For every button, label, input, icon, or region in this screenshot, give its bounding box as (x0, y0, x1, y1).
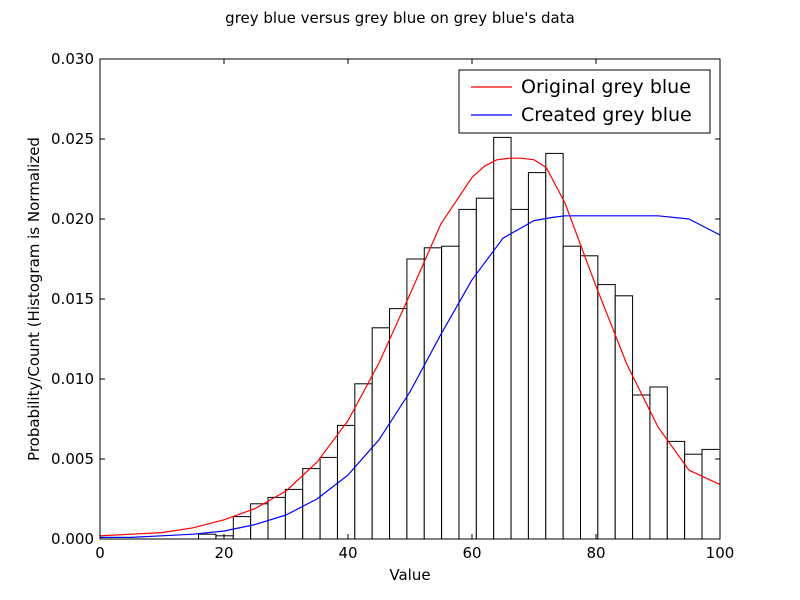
y-axis-label: Probability/Count (Histogram is Normaliz… (25, 137, 43, 461)
legend-label-original: Original grey blue (521, 76, 691, 98)
x-tick-label: 100 (706, 544, 735, 562)
x-tick-label: 60 (462, 544, 481, 562)
histogram-bar (562, 245, 582, 540)
histogram-bar (389, 308, 408, 540)
x-axis-ticks: 0 20 40 60 80 100 (95, 59, 734, 562)
x-tick-label: 80 (586, 544, 605, 562)
y-tick-label: 0.025 (51, 130, 94, 148)
histogram-bar (198, 533, 217, 540)
histogram-bar (649, 386, 668, 540)
histogram-bar (458, 208, 477, 540)
y-tick-label: 0.030 (51, 50, 94, 68)
histogram-bar (666, 440, 686, 540)
legend: Original grey blue Created grey blue (458, 69, 711, 134)
series-line-original (99, 157, 721, 537)
x-tick-label: 0 (95, 544, 105, 562)
x-axis-label: Value (389, 566, 430, 584)
y-tick-label: 0.015 (51, 290, 94, 308)
chart-title: grey blue versus grey blue on grey blue'… (225, 9, 575, 27)
y-tick-label: 0.010 (51, 370, 94, 388)
y-tick-label: 0.020 (51, 210, 94, 228)
x-tick-label: 40 (338, 544, 357, 562)
histogram-bar (319, 456, 338, 540)
series-lines (99, 157, 721, 539)
histogram-bar (701, 448, 721, 540)
histogram-bar (632, 394, 651, 540)
x-tick-label: 20 (214, 544, 233, 562)
histogram-bar (441, 245, 460, 540)
histogram-bar (510, 208, 529, 540)
y-axis-ticks: 0.000 0.005 0.010 0.015 0.020 0.025 0.030 (51, 50, 720, 548)
histogram-bar (336, 424, 356, 540)
histogram-bar (493, 136, 512, 540)
histogram-bar (423, 247, 443, 540)
histogram-bar (302, 468, 321, 540)
histogram-bars (198, 136, 721, 540)
y-tick-label: 0.005 (51, 450, 94, 468)
legend-label-created: Created grey blue (521, 104, 692, 126)
histogram-bar (354, 383, 373, 540)
series-line-created (100, 215, 721, 539)
histogram-bar (614, 295, 634, 540)
legend-box (458, 69, 711, 134)
histogram-bar (580, 255, 599, 540)
histogram-bar (475, 197, 495, 540)
histogram-bar (545, 152, 564, 540)
histogram-bar (597, 284, 616, 540)
histogram-bar (527, 172, 547, 540)
y-tick-label: 0.000 (51, 530, 94, 548)
histogram-bar (406, 258, 425, 540)
